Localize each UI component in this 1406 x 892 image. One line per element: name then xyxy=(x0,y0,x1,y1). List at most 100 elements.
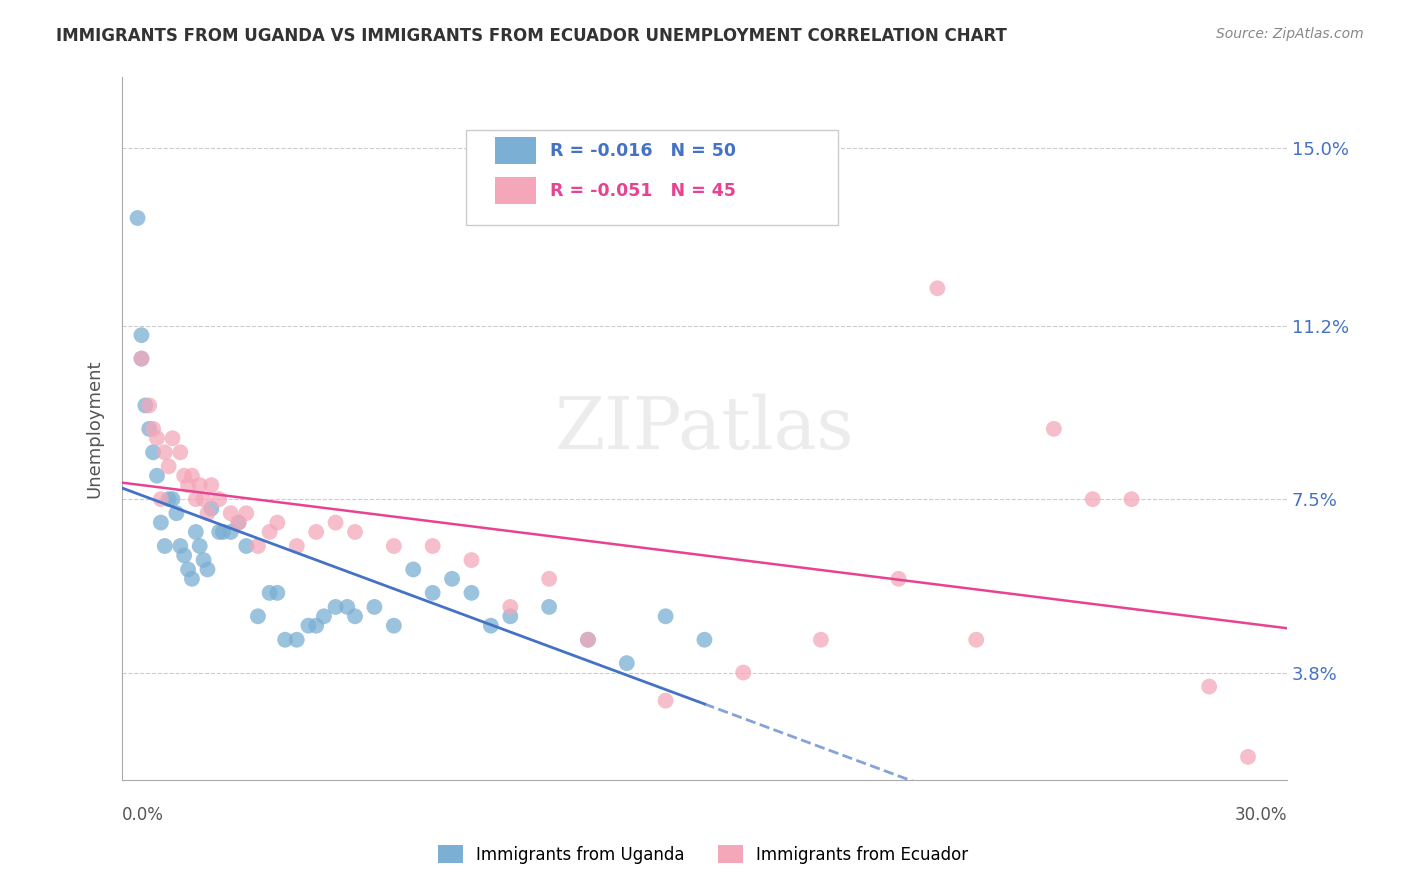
Point xyxy=(499,599,522,614)
Point xyxy=(1043,422,1066,436)
Point xyxy=(325,599,347,614)
Point xyxy=(343,609,366,624)
Point xyxy=(305,524,328,539)
Point xyxy=(266,586,288,600)
Point xyxy=(336,599,359,614)
Point xyxy=(219,524,242,539)
Point xyxy=(654,693,676,707)
Point xyxy=(1198,680,1220,694)
Point xyxy=(173,468,195,483)
Point xyxy=(200,478,222,492)
Point xyxy=(1081,492,1104,507)
Text: Source: ZipAtlas.com: Source: ZipAtlas.com xyxy=(1216,27,1364,41)
Text: R = -0.051   N = 45: R = -0.051 N = 45 xyxy=(550,182,735,200)
Point xyxy=(266,516,288,530)
Point xyxy=(422,586,444,600)
Point xyxy=(441,572,464,586)
Point xyxy=(274,632,297,647)
Point xyxy=(499,609,522,624)
FancyBboxPatch shape xyxy=(495,137,536,164)
Point xyxy=(142,422,165,436)
Point xyxy=(157,492,180,507)
Point xyxy=(181,468,204,483)
Point xyxy=(382,618,405,632)
Point xyxy=(228,516,250,530)
Text: IMMIGRANTS FROM UGANDA VS IMMIGRANTS FROM ECUADOR UNEMPLOYMENT CORRELATION CHART: IMMIGRANTS FROM UGANDA VS IMMIGRANTS FRO… xyxy=(56,27,1007,45)
Point xyxy=(200,501,222,516)
Point xyxy=(228,516,250,530)
Y-axis label: Unemployment: Unemployment xyxy=(86,359,103,498)
Point xyxy=(297,618,319,632)
Point xyxy=(235,506,257,520)
Point xyxy=(188,478,211,492)
Point xyxy=(402,562,425,576)
Point xyxy=(193,553,215,567)
Point xyxy=(149,516,172,530)
Point xyxy=(1121,492,1143,507)
Point xyxy=(162,492,184,507)
Point xyxy=(246,609,269,624)
Point xyxy=(460,553,482,567)
Point xyxy=(212,524,235,539)
Point xyxy=(146,431,169,445)
Point xyxy=(208,524,231,539)
Point xyxy=(538,572,561,586)
Point xyxy=(538,599,561,614)
Text: R = -0.016   N = 50: R = -0.016 N = 50 xyxy=(550,142,735,160)
Point xyxy=(219,506,242,520)
Point xyxy=(127,211,149,225)
Point xyxy=(193,492,215,507)
Point xyxy=(343,524,366,539)
Point xyxy=(382,539,405,553)
Point xyxy=(576,632,599,647)
Point xyxy=(259,524,281,539)
Point xyxy=(616,656,638,670)
Point xyxy=(177,562,200,576)
Point xyxy=(285,539,308,553)
Point xyxy=(927,281,949,295)
Point xyxy=(576,632,599,647)
Point xyxy=(169,539,191,553)
Text: ZIPatlas: ZIPatlas xyxy=(554,393,855,464)
Point xyxy=(305,618,328,632)
Point xyxy=(177,478,200,492)
Point xyxy=(733,665,755,680)
Point xyxy=(146,468,169,483)
Point xyxy=(363,599,385,614)
FancyBboxPatch shape xyxy=(465,130,838,225)
FancyBboxPatch shape xyxy=(495,178,536,204)
Point xyxy=(654,609,676,624)
Point xyxy=(246,539,269,553)
Point xyxy=(693,632,716,647)
Point xyxy=(165,506,187,520)
Point xyxy=(142,445,165,459)
Point xyxy=(184,524,207,539)
Point xyxy=(460,586,482,600)
Point xyxy=(138,399,160,413)
Text: 0.0%: 0.0% xyxy=(122,806,165,824)
Point xyxy=(235,539,257,553)
Point xyxy=(810,632,832,647)
Point xyxy=(188,539,211,553)
Point xyxy=(479,618,502,632)
Point xyxy=(208,492,231,507)
Point xyxy=(169,445,191,459)
Point xyxy=(131,351,153,366)
Point xyxy=(197,506,219,520)
Point xyxy=(134,399,156,413)
Point xyxy=(131,351,153,366)
Point xyxy=(422,539,444,553)
Point xyxy=(153,539,176,553)
Point xyxy=(149,492,172,507)
Point xyxy=(173,549,195,563)
Point xyxy=(887,572,910,586)
Point xyxy=(197,562,219,576)
Legend: Immigrants from Uganda, Immigrants from Ecuador: Immigrants from Uganda, Immigrants from … xyxy=(432,838,974,871)
Point xyxy=(153,445,176,459)
Point xyxy=(157,459,180,474)
Point xyxy=(965,632,987,647)
Point xyxy=(184,492,207,507)
Point xyxy=(285,632,308,647)
Point xyxy=(312,609,335,624)
Point xyxy=(1237,750,1260,764)
